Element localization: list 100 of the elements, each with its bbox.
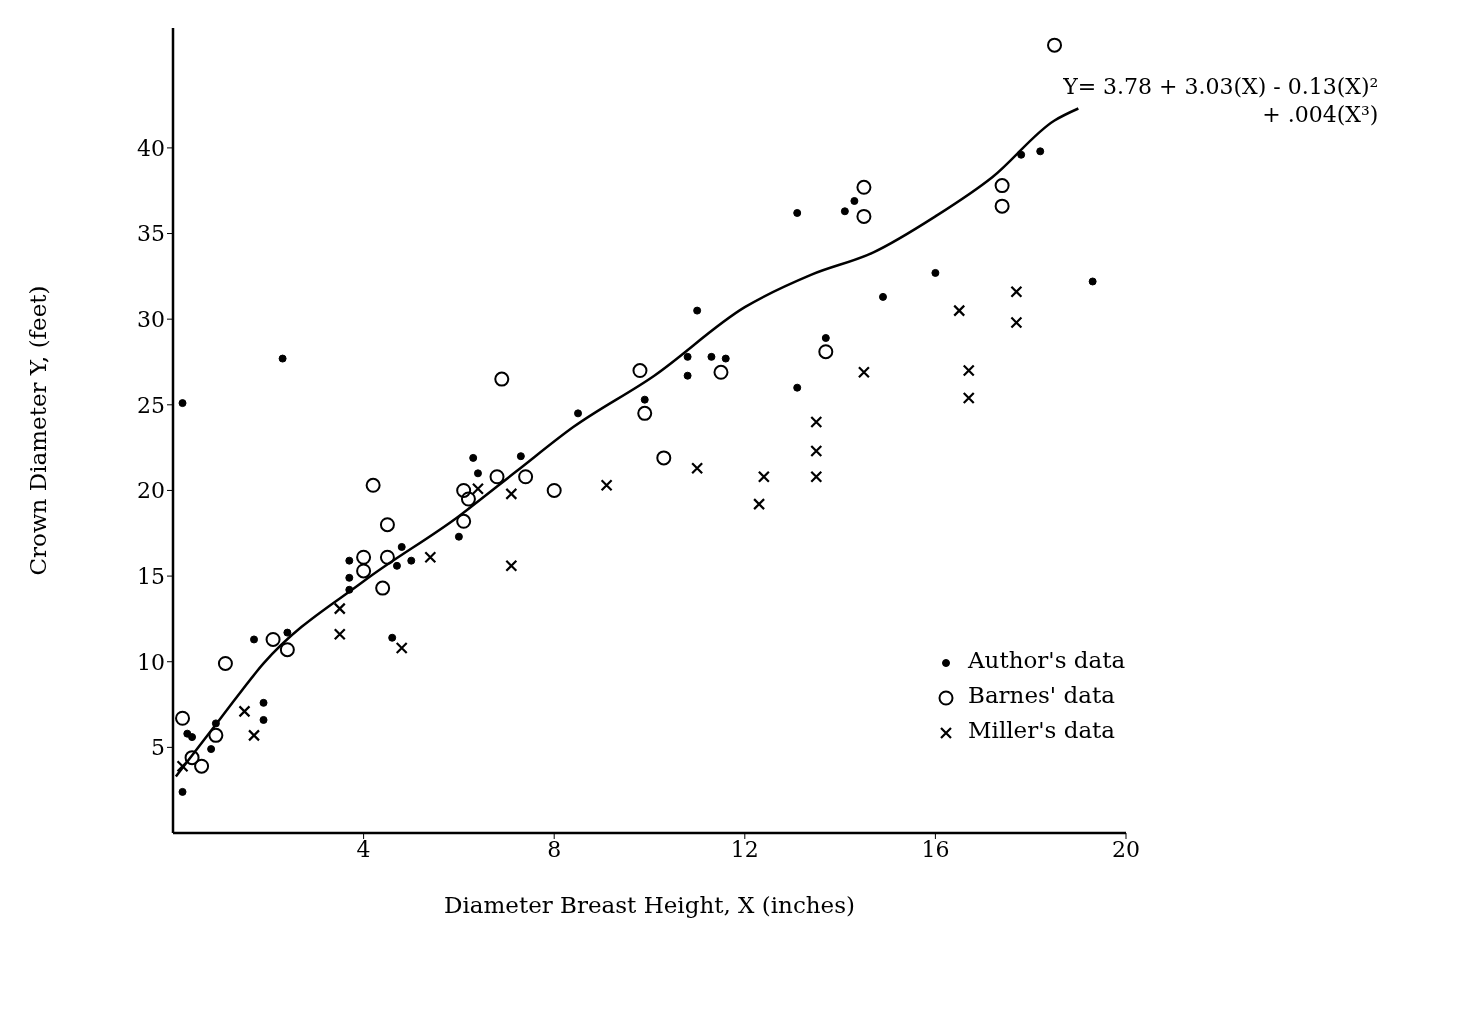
point <box>184 750 200 766</box>
point <box>810 444 823 458</box>
point <box>259 715 268 724</box>
point <box>407 556 416 565</box>
point <box>333 602 346 615</box>
point <box>707 352 716 361</box>
point <box>456 482 472 498</box>
point <box>1036 147 1045 156</box>
point <box>178 399 187 408</box>
point <box>713 364 729 380</box>
point <box>757 470 770 483</box>
point <box>238 705 251 718</box>
point <box>691 462 704 475</box>
point <box>856 179 872 195</box>
point <box>345 556 354 565</box>
point <box>217 655 233 671</box>
x-tick-label: 16 <box>921 836 950 862</box>
point <box>279 642 295 658</box>
point <box>379 549 395 565</box>
point <box>1017 150 1026 159</box>
point <box>574 409 583 418</box>
point <box>356 549 372 565</box>
point <box>546 482 562 498</box>
point <box>424 551 437 564</box>
point <box>721 354 730 363</box>
point <box>518 469 534 485</box>
point <box>345 573 354 582</box>
point <box>397 542 406 551</box>
y-tick-label: 25 <box>137 392 165 418</box>
point <box>375 580 391 596</box>
point <box>856 208 872 224</box>
point <box>333 628 346 641</box>
y-tick-label: 30 <box>137 306 165 332</box>
point <box>471 482 485 495</box>
x-tick-label: 20 <box>1112 836 1140 862</box>
point <box>962 391 975 405</box>
point <box>208 727 224 743</box>
point <box>840 207 849 216</box>
y-tick-label: 40 <box>137 135 165 161</box>
point <box>456 513 472 529</box>
point <box>953 304 966 317</box>
point <box>683 352 692 361</box>
point <box>516 452 525 461</box>
point <box>821 334 830 343</box>
point <box>793 208 802 217</box>
point <box>207 745 216 754</box>
point <box>878 292 887 301</box>
point <box>176 760 189 773</box>
point <box>656 450 672 466</box>
point <box>356 563 372 579</box>
x-tick-label: 12 <box>730 836 759 862</box>
point <box>265 631 281 647</box>
point <box>175 710 191 726</box>
point <box>1088 277 1097 286</box>
x-tick-label: 8 <box>547 836 562 862</box>
legend-label: Author's data <box>968 646 1126 675</box>
point <box>178 787 187 796</box>
x-tick-label: 4 <box>356 836 371 862</box>
point <box>1047 37 1063 53</box>
point <box>473 469 482 478</box>
legend-label: Miller's data <box>968 716 1116 745</box>
point <box>454 532 463 541</box>
y-tick-label: 5 <box>151 735 165 761</box>
point <box>494 371 510 387</box>
point <box>278 354 287 363</box>
point <box>683 371 692 380</box>
point <box>857 366 871 379</box>
point <box>365 477 381 493</box>
point <box>247 729 261 742</box>
point <box>283 628 292 637</box>
y-tick-label: 35 <box>137 221 165 247</box>
point <box>392 561 401 570</box>
legend-label: Barnes' data <box>968 681 1115 710</box>
point <box>818 344 834 360</box>
point <box>188 733 197 742</box>
annotation: Y= 3.78 + 3.03(X) - 0.13(X)² + .004(X³) <box>1062 72 1379 129</box>
point <box>388 633 397 642</box>
point <box>1010 285 1023 298</box>
point <box>395 641 408 655</box>
point <box>850 196 859 205</box>
x-axis-title: Diameter Breast Height, X (inches) <box>443 892 856 918</box>
point <box>962 364 975 377</box>
y-tick-label: 15 <box>137 563 165 589</box>
point <box>810 415 823 429</box>
point <box>259 698 268 707</box>
y-axis-title: Crown Diameter Y, (feet) <box>25 285 52 576</box>
point <box>994 178 1010 194</box>
y-tick-label: 10 <box>137 649 165 675</box>
point <box>211 719 220 728</box>
point <box>345 585 354 594</box>
point <box>931 268 940 277</box>
point <box>752 498 766 511</box>
point <box>693 306 702 315</box>
point <box>505 559 518 572</box>
point <box>994 198 1010 214</box>
point <box>810 470 823 483</box>
point <box>194 758 210 774</box>
point <box>637 405 653 421</box>
point <box>379 517 395 533</box>
point <box>640 395 649 404</box>
